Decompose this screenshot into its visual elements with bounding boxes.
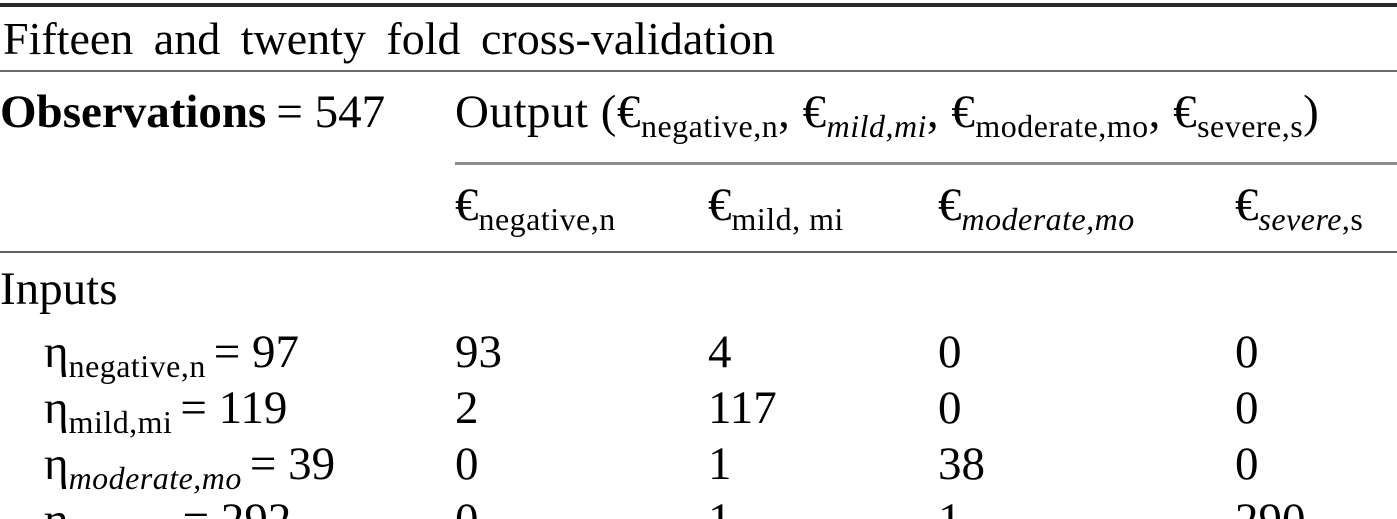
input-row: ηnegative,n = 97 93 4 0 0 — [0, 323, 1397, 384]
input-row-label: ηsevere,s = 292 — [0, 491, 455, 519]
observations-output-row: Observations = 547 Output (€negative,n, €… — [0, 72, 1397, 165]
symbol-subscript: moderate,mo — [961, 201, 1135, 237]
column-header: €moderate,mo — [938, 163, 1235, 253]
column-header-row: €negative,n €mild, mi €moderate,mo €severe,… — [0, 163, 1397, 253]
input-count: = 119 — [180, 382, 288, 434]
matrix-value: 290 — [1235, 491, 1397, 519]
symbol-subscript: negative,n — [478, 201, 616, 237]
matrix-value: 2 — [455, 382, 479, 434]
input-count: = 97 — [213, 326, 300, 378]
symbol-subscript: mild,mi — [68, 404, 173, 440]
matrix-value: 38 — [938, 438, 985, 490]
matrix-value: 93 — [455, 326, 502, 378]
inputs-section-row: Inputs — [0, 252, 1397, 323]
matrix-value: 1 — [708, 438, 732, 490]
cross-validation-table: Observations = 547 Output (€negative,n, €… — [0, 72, 1397, 519]
symbol-base: € — [708, 179, 732, 231]
symbol-base: € — [1235, 179, 1259, 231]
matrix-value: 117 — [708, 382, 777, 434]
input-row-label: ηnegative,n = 97 — [0, 323, 455, 384]
column-header: €severe,s — [1235, 163, 1397, 253]
table-top-rule — [0, 3, 1397, 7]
observations-label: Observations — [0, 86, 267, 138]
symbol-subscript: severe,s — [1258, 201, 1364, 237]
symbol-subscript: negative,n — [640, 108, 779, 144]
symbol-subscript: mild, mi — [731, 201, 844, 237]
table-title: Fifteen and twenty fold cross-validation — [3, 13, 775, 64]
input-row: ηsevere,s= 292011290 — [0, 491, 1397, 519]
matrix-value: 0 — [1235, 438, 1259, 490]
inputs-label: Inputs — [0, 263, 118, 315]
empty-header-cell — [0, 163, 455, 253]
symbol-base: η — [44, 382, 69, 434]
symbol-base: € — [455, 179, 479, 231]
input-row-label: ηmoderate,mo = 39 — [0, 435, 455, 496]
symbol-base: η — [44, 494, 69, 519]
symbol-subscript: negative,n — [68, 348, 206, 384]
input-row-label: ηmild,mi = 119 — [0, 379, 455, 440]
symbol-base: € — [1173, 86, 1198, 138]
output-header: Output (€negative,n, €mild,mi, €moderate… — [455, 72, 1397, 165]
input-count: = 292 — [183, 494, 292, 519]
matrix-value: 1 — [708, 491, 938, 519]
matrix-value: 0 — [1235, 382, 1259, 434]
symbol-base: € — [802, 86, 827, 138]
column-header: €mild, mi — [708, 163, 938, 253]
symbol-base: € — [616, 86, 641, 138]
input-row: ηmoderate,mo = 39 0 1 38 0 — [0, 435, 1397, 496]
observations-cell: Observations = 547 — [0, 72, 455, 164]
column-header: €negative,n — [455, 163, 708, 253]
matrix-value: 0 — [938, 326, 962, 378]
matrix-value: 4 — [708, 326, 732, 378]
symbol-subscript: moderate,mo — [68, 460, 242, 496]
input-count: = 39 — [249, 438, 336, 490]
symbol-subscript: moderate,mo — [975, 108, 1149, 144]
symbol-base: η — [44, 326, 69, 378]
input-row: ηmild,mi = 119 2 117 0 0 — [0, 379, 1397, 440]
matrix-value: 0 — [455, 491, 708, 519]
observations-value: = 547 — [276, 86, 386, 138]
symbol-subscript: mild,mi — [826, 108, 927, 144]
matrix-value: 1 — [938, 491, 1235, 519]
symbol-base: € — [938, 179, 962, 231]
matrix-value: 0 — [938, 382, 962, 434]
symbol-subscript: severe,s — [1197, 108, 1304, 144]
matrix-value: 0 — [1235, 326, 1259, 378]
matrix-value: 0 — [455, 438, 479, 490]
symbol-base: η — [44, 438, 69, 490]
symbol-base: € — [951, 86, 976, 138]
title-bottom-rule — [0, 70, 1397, 72]
symbol-subscript: severe,s — [69, 517, 175, 519]
